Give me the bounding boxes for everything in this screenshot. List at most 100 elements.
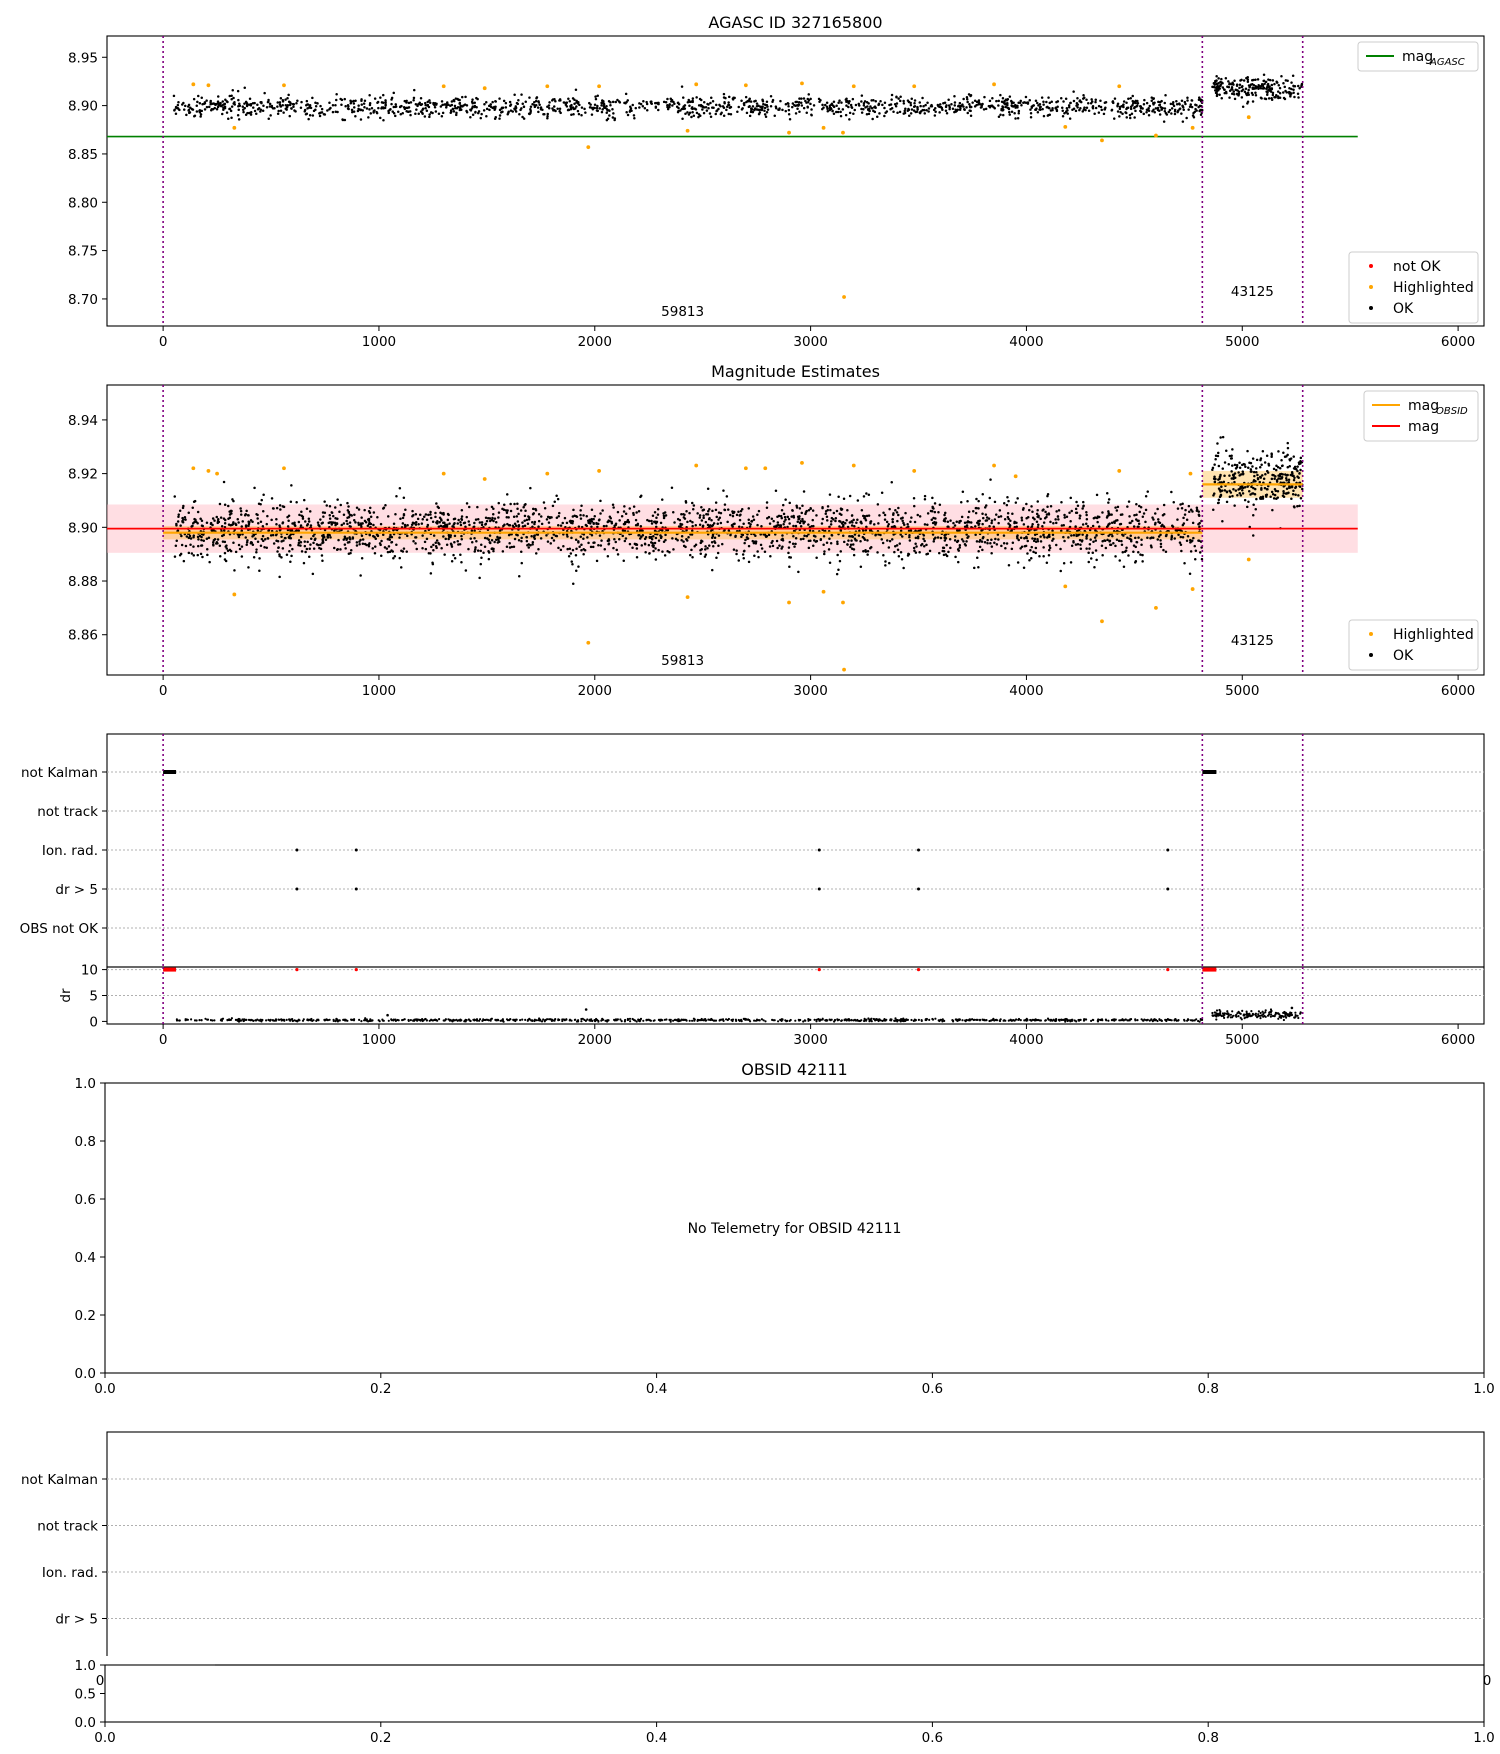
y-tick-label: 8.94: [68, 413, 98, 429]
flag-category-label: not track: [37, 1519, 98, 1535]
x-tick-label: 3000: [793, 683, 827, 699]
dr-outlier-point: [584, 1008, 588, 1011]
x-tick-label: 6000: [1441, 1032, 1475, 1048]
highlighted-point: [743, 83, 748, 88]
legend-dot-swatch: [1369, 285, 1373, 289]
obsid-label: 59813: [661, 304, 704, 320]
highlighted-point: [841, 130, 845, 135]
y-tick-label: 8.95: [68, 50, 98, 66]
highlighted-point: [1100, 619, 1104, 624]
legend-dot-swatch: [1369, 264, 1373, 268]
x-tick-label: 0.6: [922, 1730, 943, 1746]
y-tick-label: 8.85: [68, 147, 98, 163]
axes-frame: [104, 1664, 1485, 1723]
obsid-label: 43125: [1231, 633, 1274, 649]
highlighted-point: [441, 471, 446, 476]
flag-category-label: Ion. rad.: [42, 1565, 98, 1581]
highlighted-point: [821, 125, 826, 130]
x-tick-label: 3000: [793, 334, 827, 350]
x-tick-label: 5000: [1225, 683, 1259, 699]
x-tick-label: 1000: [362, 683, 396, 699]
y-tick-label: 0.4: [75, 1250, 96, 1266]
x-tick-label: 0.2: [370, 1730, 391, 1746]
highlighted-point: [743, 466, 748, 471]
highlighted-point: [800, 81, 804, 86]
obsid-dr-panel: 0.0 0.2 0.4 0.6 0.8 1.0 0.0 0.5 1.0: [75, 1656, 1495, 1746]
dr-not-ok-run: [1202, 967, 1217, 972]
legend-label: not OK: [1393, 259, 1441, 275]
highlighted-point: [1100, 138, 1104, 143]
y-tick-label: 8.90: [68, 520, 98, 536]
flag-point: [817, 848, 821, 852]
x-tick-label: 0: [159, 1032, 168, 1048]
flag-category-label: not Kalman: [21, 1472, 98, 1488]
legend-subscript: OBSID: [1436, 406, 1468, 417]
x-tick-label: 0.0: [94, 1730, 115, 1746]
highlighted-point: [232, 125, 237, 130]
y-tick-label: 0.8: [75, 1134, 96, 1150]
flag-point: [1166, 887, 1170, 891]
flag-point: [354, 848, 358, 852]
flag-category-label: dr > 5: [55, 882, 98, 898]
dr-axis-label: dr: [58, 988, 74, 1003]
x-tick-label: 3000: [793, 1032, 827, 1048]
flag-category-label: Ion. rad.: [42, 843, 98, 859]
ok-points: [175, 1008, 1302, 1023]
dr-not-ok-point: [354, 967, 358, 972]
highlighted-point: [1117, 84, 1122, 89]
highlighted-point: [1190, 125, 1195, 130]
agasc-magnitude-panel: AGASC ID 327165800 59813 43125 0 1000 2000 300…: [68, 13, 1485, 350]
y-tick-label: 0: [89, 1014, 98, 1030]
flag-point: [295, 887, 299, 891]
highlighted-point: [992, 82, 996, 87]
x-tick-label: 5000: [1225, 334, 1259, 350]
x-tick-label: 0: [159, 334, 168, 350]
ok-points: [173, 435, 1304, 585]
highlighted-point: [842, 295, 846, 299]
flag-point: [917, 887, 921, 891]
highlighted-point: [694, 463, 699, 468]
legend-label: Highlighted: [1393, 627, 1474, 643]
highlighted-point: [992, 463, 996, 468]
y-tick-label: 8.75: [68, 244, 98, 260]
y-tick-label: 8.88: [68, 574, 98, 590]
flag-category-label: not Kalman: [21, 765, 98, 781]
magnitude-estimates-panel: Magnitude Estimates 59813 43125 0 1000 2000 30…: [68, 362, 1485, 699]
flag-category-label: not track: [37, 804, 98, 820]
legend: [1348, 251, 1479, 324]
y-tick-label: 0.0: [75, 1715, 96, 1731]
legend-dot-swatch: [1369, 632, 1373, 636]
x-tick-label: 4000: [1009, 1032, 1043, 1048]
obsid-flags-panel: not Kalman not track Ion. rad. dr > 5 0 0: [21, 1431, 1492, 1689]
highlighted-point: [282, 466, 286, 471]
highlighted-point: [441, 84, 446, 89]
highlighted-point: [482, 86, 487, 91]
y-tick-label: 0.0: [75, 1366, 96, 1382]
flag-point: [1166, 848, 1170, 852]
flag-category-label: OBS not OK: [20, 921, 100, 937]
highlighted-point: [1063, 124, 1068, 129]
highlighted-point: [685, 128, 690, 133]
x-tick-label: 1000: [362, 334, 396, 350]
obsid-label: 43125: [1231, 284, 1274, 300]
highlighted-point: [1246, 557, 1251, 562]
highlighted-point: [851, 84, 856, 89]
x-tick-label: 0.2: [370, 1381, 391, 1397]
highlighted-point: [800, 460, 804, 465]
highlighted-point: [1154, 605, 1158, 610]
obsid-panel: OBSID 42111 0.0 0.2 0.4 0.6 0.8 1.0 0.0 0.2 0.4 0.…: [75, 1060, 1495, 1397]
flag-point: [354, 887, 358, 891]
x-tick-label: 6000: [1441, 334, 1475, 350]
chart-title: OBSID 42111: [741, 1060, 847, 1079]
x-tick-label: 4000: [1009, 334, 1043, 350]
legend: [1363, 390, 1479, 442]
x-tick-label: 0.6: [922, 1381, 943, 1397]
axes-frame: [106, 384, 1485, 676]
x-tick-label-fragment: 0: [96, 1673, 105, 1689]
highlighted-point: [191, 466, 196, 471]
highlighted-point: [787, 130, 791, 135]
flag-point: [917, 848, 921, 852]
x-tick-label-fragment: 0: [1483, 1673, 1492, 1689]
highlighted-point: [763, 466, 768, 471]
highlighted-point: [206, 83, 211, 88]
